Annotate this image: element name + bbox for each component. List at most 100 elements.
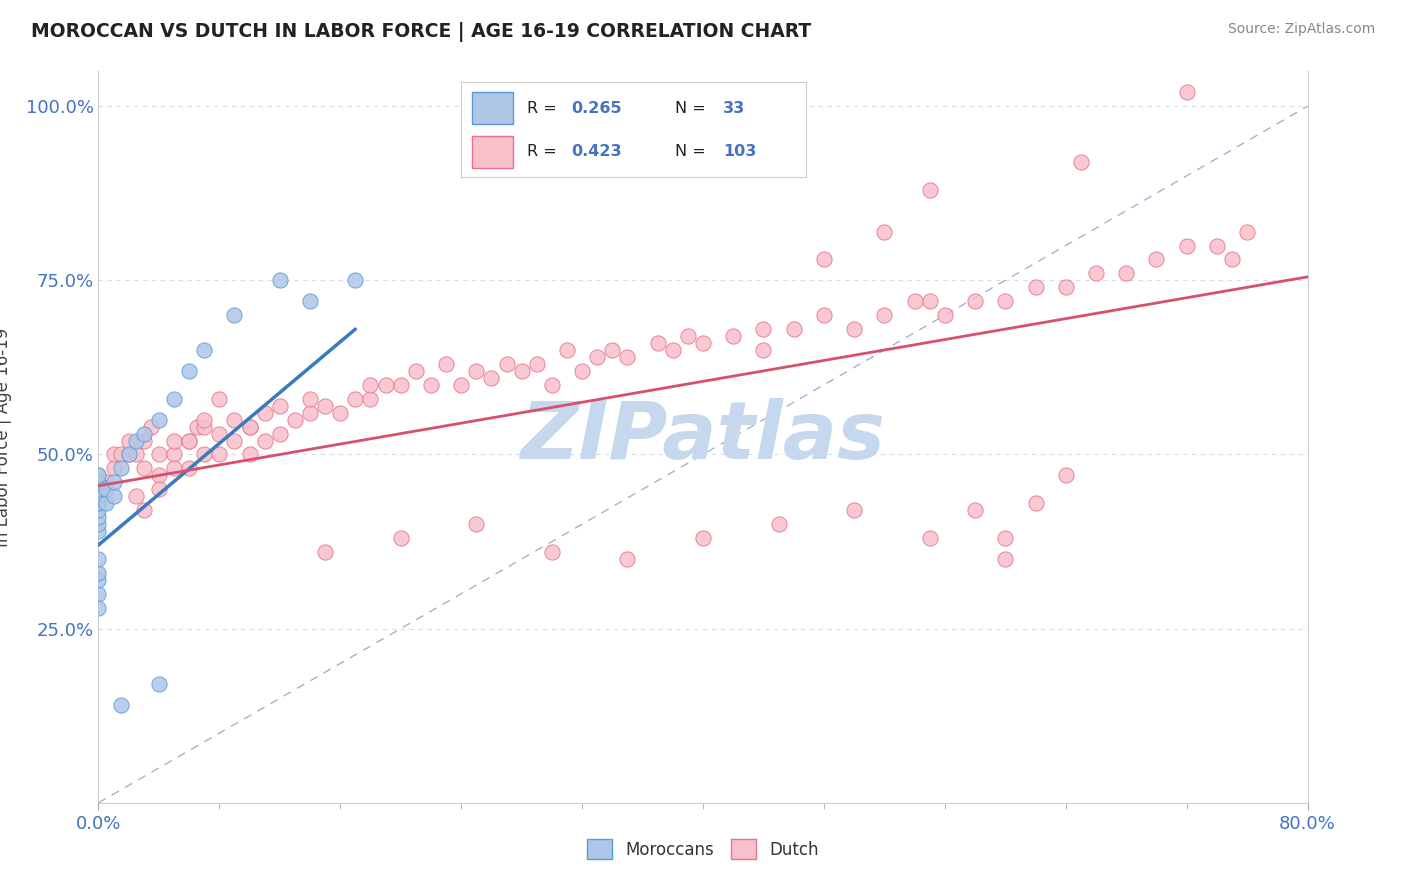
Text: Source: ZipAtlas.com: Source: ZipAtlas.com [1227,22,1375,37]
Point [148,677,170,691]
Point [1144,252,1167,267]
Point [344,392,367,406]
Point [510,364,533,378]
Point [844,322,866,336]
Point [87,517,110,532]
Point [586,350,609,364]
Point [87,475,110,490]
Point [434,357,457,371]
Point [374,377,396,392]
Point [239,419,262,434]
Point [465,364,488,378]
Point [224,434,246,448]
Point [783,322,806,336]
Point [314,545,336,559]
Point [389,531,412,545]
Point [965,294,987,309]
Point [193,419,215,434]
Point [994,294,1017,309]
Point [87,496,110,510]
Point [555,343,578,357]
Point [389,377,412,392]
Y-axis label: In Labor Force | Age 16-19: In Labor Force | Age 16-19 [0,327,11,547]
Point [540,377,562,392]
Point [465,517,488,532]
Point [934,308,956,322]
Point [450,377,472,392]
Point [1054,468,1077,483]
Point [526,357,548,371]
Point [1206,238,1229,252]
Point [87,524,110,538]
Point [1024,280,1046,294]
Point [813,308,835,322]
Point [299,406,322,420]
Point [481,371,503,385]
Point [616,552,638,566]
Point [495,357,517,371]
Point [193,412,215,426]
Point [179,461,201,475]
Point [873,225,896,239]
Point [661,343,683,357]
Point [148,483,170,497]
Point [94,496,117,510]
Point [163,392,186,406]
Point [692,336,714,351]
Point [118,434,141,448]
Point [87,483,110,497]
Point [163,448,186,462]
Point [1054,280,1077,294]
Point [87,489,110,503]
Point [103,475,125,490]
Point [193,448,215,462]
Point [118,448,141,462]
Point [420,377,443,392]
Point [125,489,148,503]
Point [186,419,208,434]
Point [752,322,775,336]
Point [269,426,291,441]
Point [918,183,941,197]
Point [148,412,170,426]
Point [132,503,155,517]
Point [1175,85,1198,99]
Point [179,434,201,448]
Point [1220,252,1243,267]
Point [269,399,291,413]
Point [844,503,866,517]
Point [692,531,714,545]
Point [1024,496,1046,510]
Point [253,434,276,448]
Point [752,343,775,357]
Point [1070,155,1092,169]
Point [87,552,110,566]
Point [103,448,125,462]
Point [813,252,835,267]
Point [132,461,155,475]
Point [965,503,987,517]
Point [918,531,941,545]
Point [1085,266,1108,280]
Point [224,308,246,322]
Point [918,294,941,309]
Point [314,399,336,413]
Point [299,392,322,406]
Point [405,364,427,378]
Point [360,377,382,392]
Point [179,434,201,448]
Point [148,448,170,462]
Legend: Moroccans, Dutch: Moroccans, Dutch [579,830,827,868]
Text: MOROCCAN VS DUTCH IN LABOR FORCE | AGE 16-19 CORRELATION CHART: MOROCCAN VS DUTCH IN LABOR FORCE | AGE 1… [31,22,811,42]
Point [163,434,186,448]
Point [94,475,117,490]
Point [87,475,110,490]
Point [87,496,110,510]
Point [125,448,148,462]
Point [87,503,110,517]
Point [163,461,186,475]
Point [344,273,367,287]
Point [208,448,231,462]
Point [208,392,231,406]
Point [87,496,110,510]
